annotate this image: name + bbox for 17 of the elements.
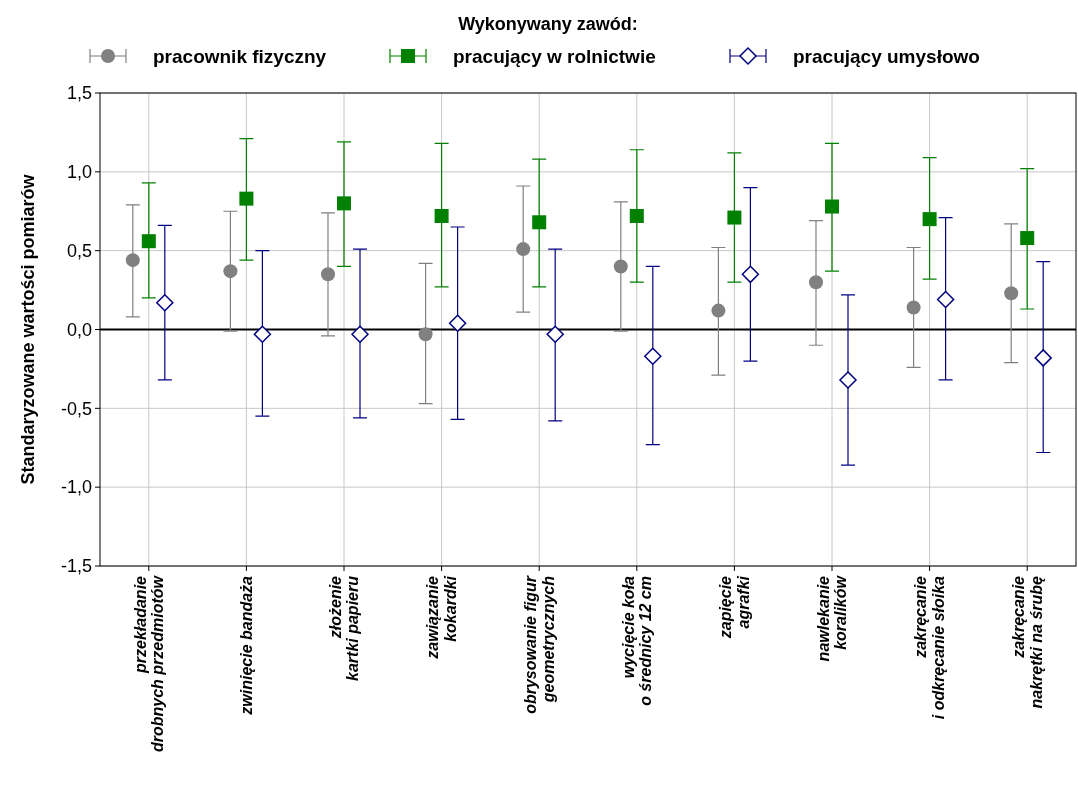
y-axis-title: Standaryzowane wartości pomiarów <box>18 173 38 485</box>
legend-label: pracownik fizyczny <box>153 45 327 67</box>
y-tick-label: -1,5 <box>60 556 92 577</box>
legend-label: pracujący w rolnictwie <box>453 45 656 67</box>
x-tick-label: zawiązanie kokardki <box>424 575 459 660</box>
y-tick-label: 0,5 <box>66 240 92 261</box>
x-tick-label: nawlekanie koralików <box>814 574 850 662</box>
x-tick-label: zapięcie agrafki <box>717 575 752 640</box>
legend-title: Wykonywany zawód: <box>458 14 638 34</box>
y-tick-label: 1,5 <box>66 83 92 104</box>
y-tick-label: -0,5 <box>60 398 92 419</box>
x-tick-label: zwinięcie bandaża <box>238 575 255 716</box>
y-tick-label: -1,0 <box>60 477 92 498</box>
x-tick-label: przekładanie drobnych przedmiotów <box>131 574 167 752</box>
y-tick-label: 0,0 <box>66 319 92 340</box>
y-tick-label: 1,0 <box>66 162 92 183</box>
legend-label: pracujący umysłowo <box>793 45 980 67</box>
